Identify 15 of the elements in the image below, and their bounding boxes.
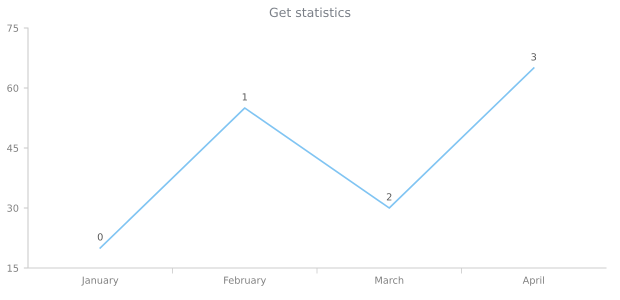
annotation: 1 <box>242 93 247 100</box>
x-tick-label: February <box>224 276 266 286</box>
y-tick-label: 30 <box>7 204 18 212</box>
y-tick-label: 15 <box>8 264 18 272</box>
line-series <box>99 67 535 249</box>
chart-title: Get statistics <box>270 7 350 18</box>
y-tick-label: 75 <box>7 24 18 32</box>
x-tick-label: April <box>522 276 544 286</box>
x-tick-label: March <box>375 276 404 284</box>
x-tick-label: January <box>81 276 118 286</box>
annotation: 2 <box>386 193 392 200</box>
annotation: 3 <box>531 53 536 61</box>
annotation: 0 <box>98 233 103 241</box>
y-tick-label: 60 <box>7 84 18 92</box>
y-tick-label: 45 <box>7 144 18 152</box>
